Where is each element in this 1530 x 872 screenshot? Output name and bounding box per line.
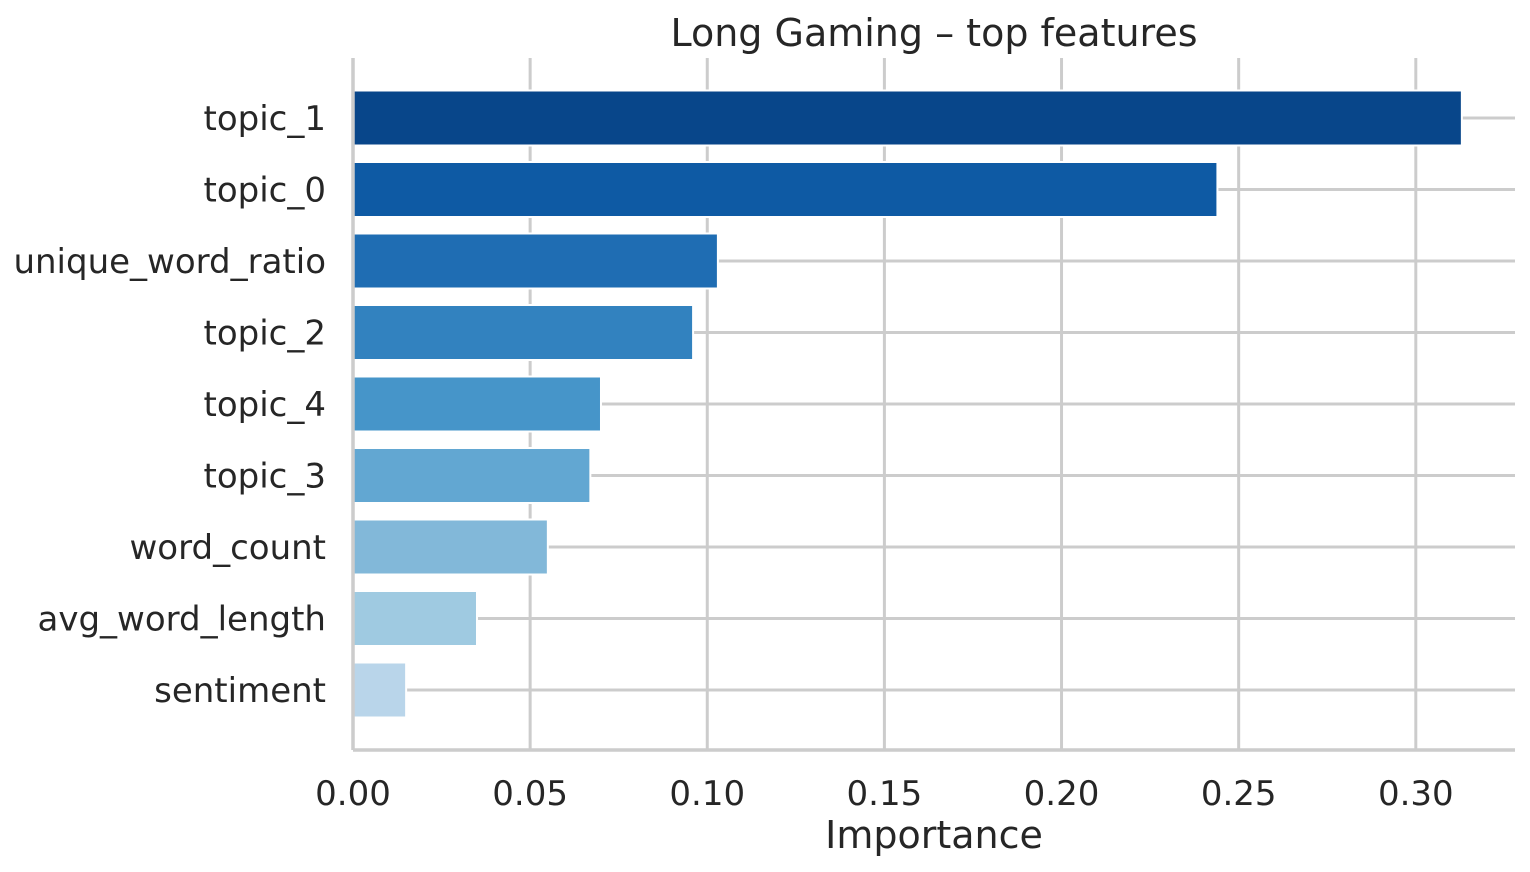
x-tick-label: 0.10 (669, 774, 745, 814)
bars (352, 89, 1463, 719)
y-tick-label: topic_1 (204, 99, 327, 139)
y-tick-label: topic_3 (204, 457, 327, 497)
bar-sentiment (352, 661, 408, 719)
x-tick-labels: 0.00 0.05 0.10 0.15 0.20 0.25 0.30 (315, 774, 1454, 814)
x-tick-label: 0.15 (847, 774, 923, 814)
x-tick-label: 0.20 (1024, 774, 1100, 814)
y-tick-labels: topic_1 topic_0 unique_word_ratio topic_2to… (13, 99, 326, 711)
bar-word-count (352, 518, 549, 576)
bar-topic-2 (352, 304, 695, 361)
bar-avg-word-length (352, 590, 478, 647)
bar-topic-1 (352, 89, 1463, 147)
bar-unique-word-ratio (352, 232, 719, 290)
y-tick-label: unique_word_ratio (13, 242, 326, 282)
x-tick-label: 0.25 (1201, 774, 1277, 814)
x-tick-label: 0.30 (1378, 774, 1454, 814)
x-tick-label: 0.05 (492, 774, 568, 814)
y-tick-label: topic_4 (204, 385, 327, 425)
x-axis-label: Importance (825, 813, 1043, 857)
y-tick-label: topic_2 (204, 314, 327, 354)
y-tick-label: sentiment (154, 671, 326, 711)
x-tick-label: 0.00 (315, 774, 391, 814)
bar-topic-0 (352, 161, 1219, 218)
y-tick-label: word_count (130, 528, 327, 568)
y-tick-label: topic_0 (204, 171, 327, 211)
y-tick-label: avg_word_length (38, 600, 327, 640)
bar-topic-4 (352, 375, 602, 433)
bar-topic-3 (352, 447, 592, 504)
chart-title: Long Gaming – top features (670, 11, 1197, 55)
